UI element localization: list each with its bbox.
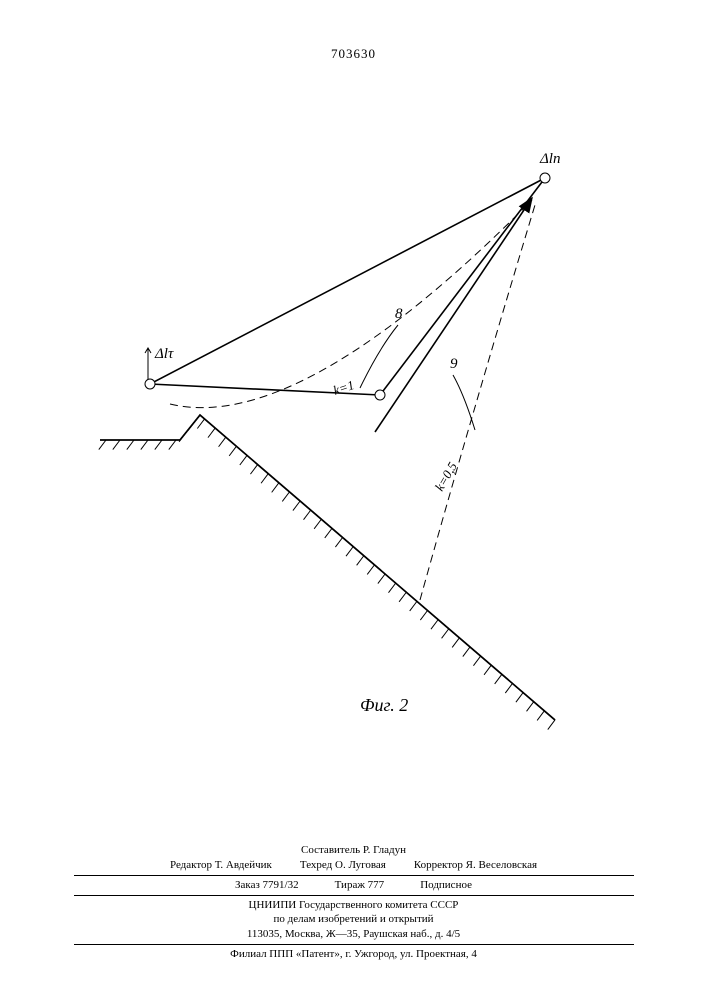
techred: Техред О. Луговая (300, 858, 386, 873)
figure-caption: Фиг. 2 (360, 695, 408, 716)
svg-text:k=0,5: k=0,5 (432, 459, 461, 494)
rule (74, 895, 634, 896)
org-line-1: ЦНИИПИ Государственного комитета СССР (0, 898, 707, 913)
diagram-label: 8 (395, 306, 403, 323)
svg-text:k=1: k=1 (331, 377, 356, 398)
page: 703630 k=1k=0,5 ΔlτΔlп89 Фиг. 2 Составит… (0, 0, 707, 1000)
compiler-line: Составитель Р. Гладун (0, 843, 707, 858)
subscr: Подписное (420, 878, 472, 893)
rule (74, 944, 634, 945)
order: Заказ 7791/32 (235, 878, 299, 893)
org-line-2: по делам изобретений и открытий (0, 912, 707, 927)
imprint-footer: Составитель Р. Гладун Редактор Т. Авдейч… (0, 843, 707, 962)
editor: Редактор Т. Авдейчик (170, 858, 272, 873)
diagram-label: 9 (450, 356, 458, 373)
diagram-label: Δlτ (155, 346, 173, 363)
corrector: Корректор Я. Веселовская (414, 858, 537, 873)
rule (74, 875, 634, 876)
addr-line-2: Филиал ППП «Патент», г. Ужгород, ул. Про… (0, 947, 707, 962)
tirazh: Тираж 777 (335, 878, 385, 893)
diagram-label: Δlп (540, 151, 560, 168)
addr-line-1: 113035, Москва, Ж—35, Раушская наб., д. … (0, 927, 707, 942)
